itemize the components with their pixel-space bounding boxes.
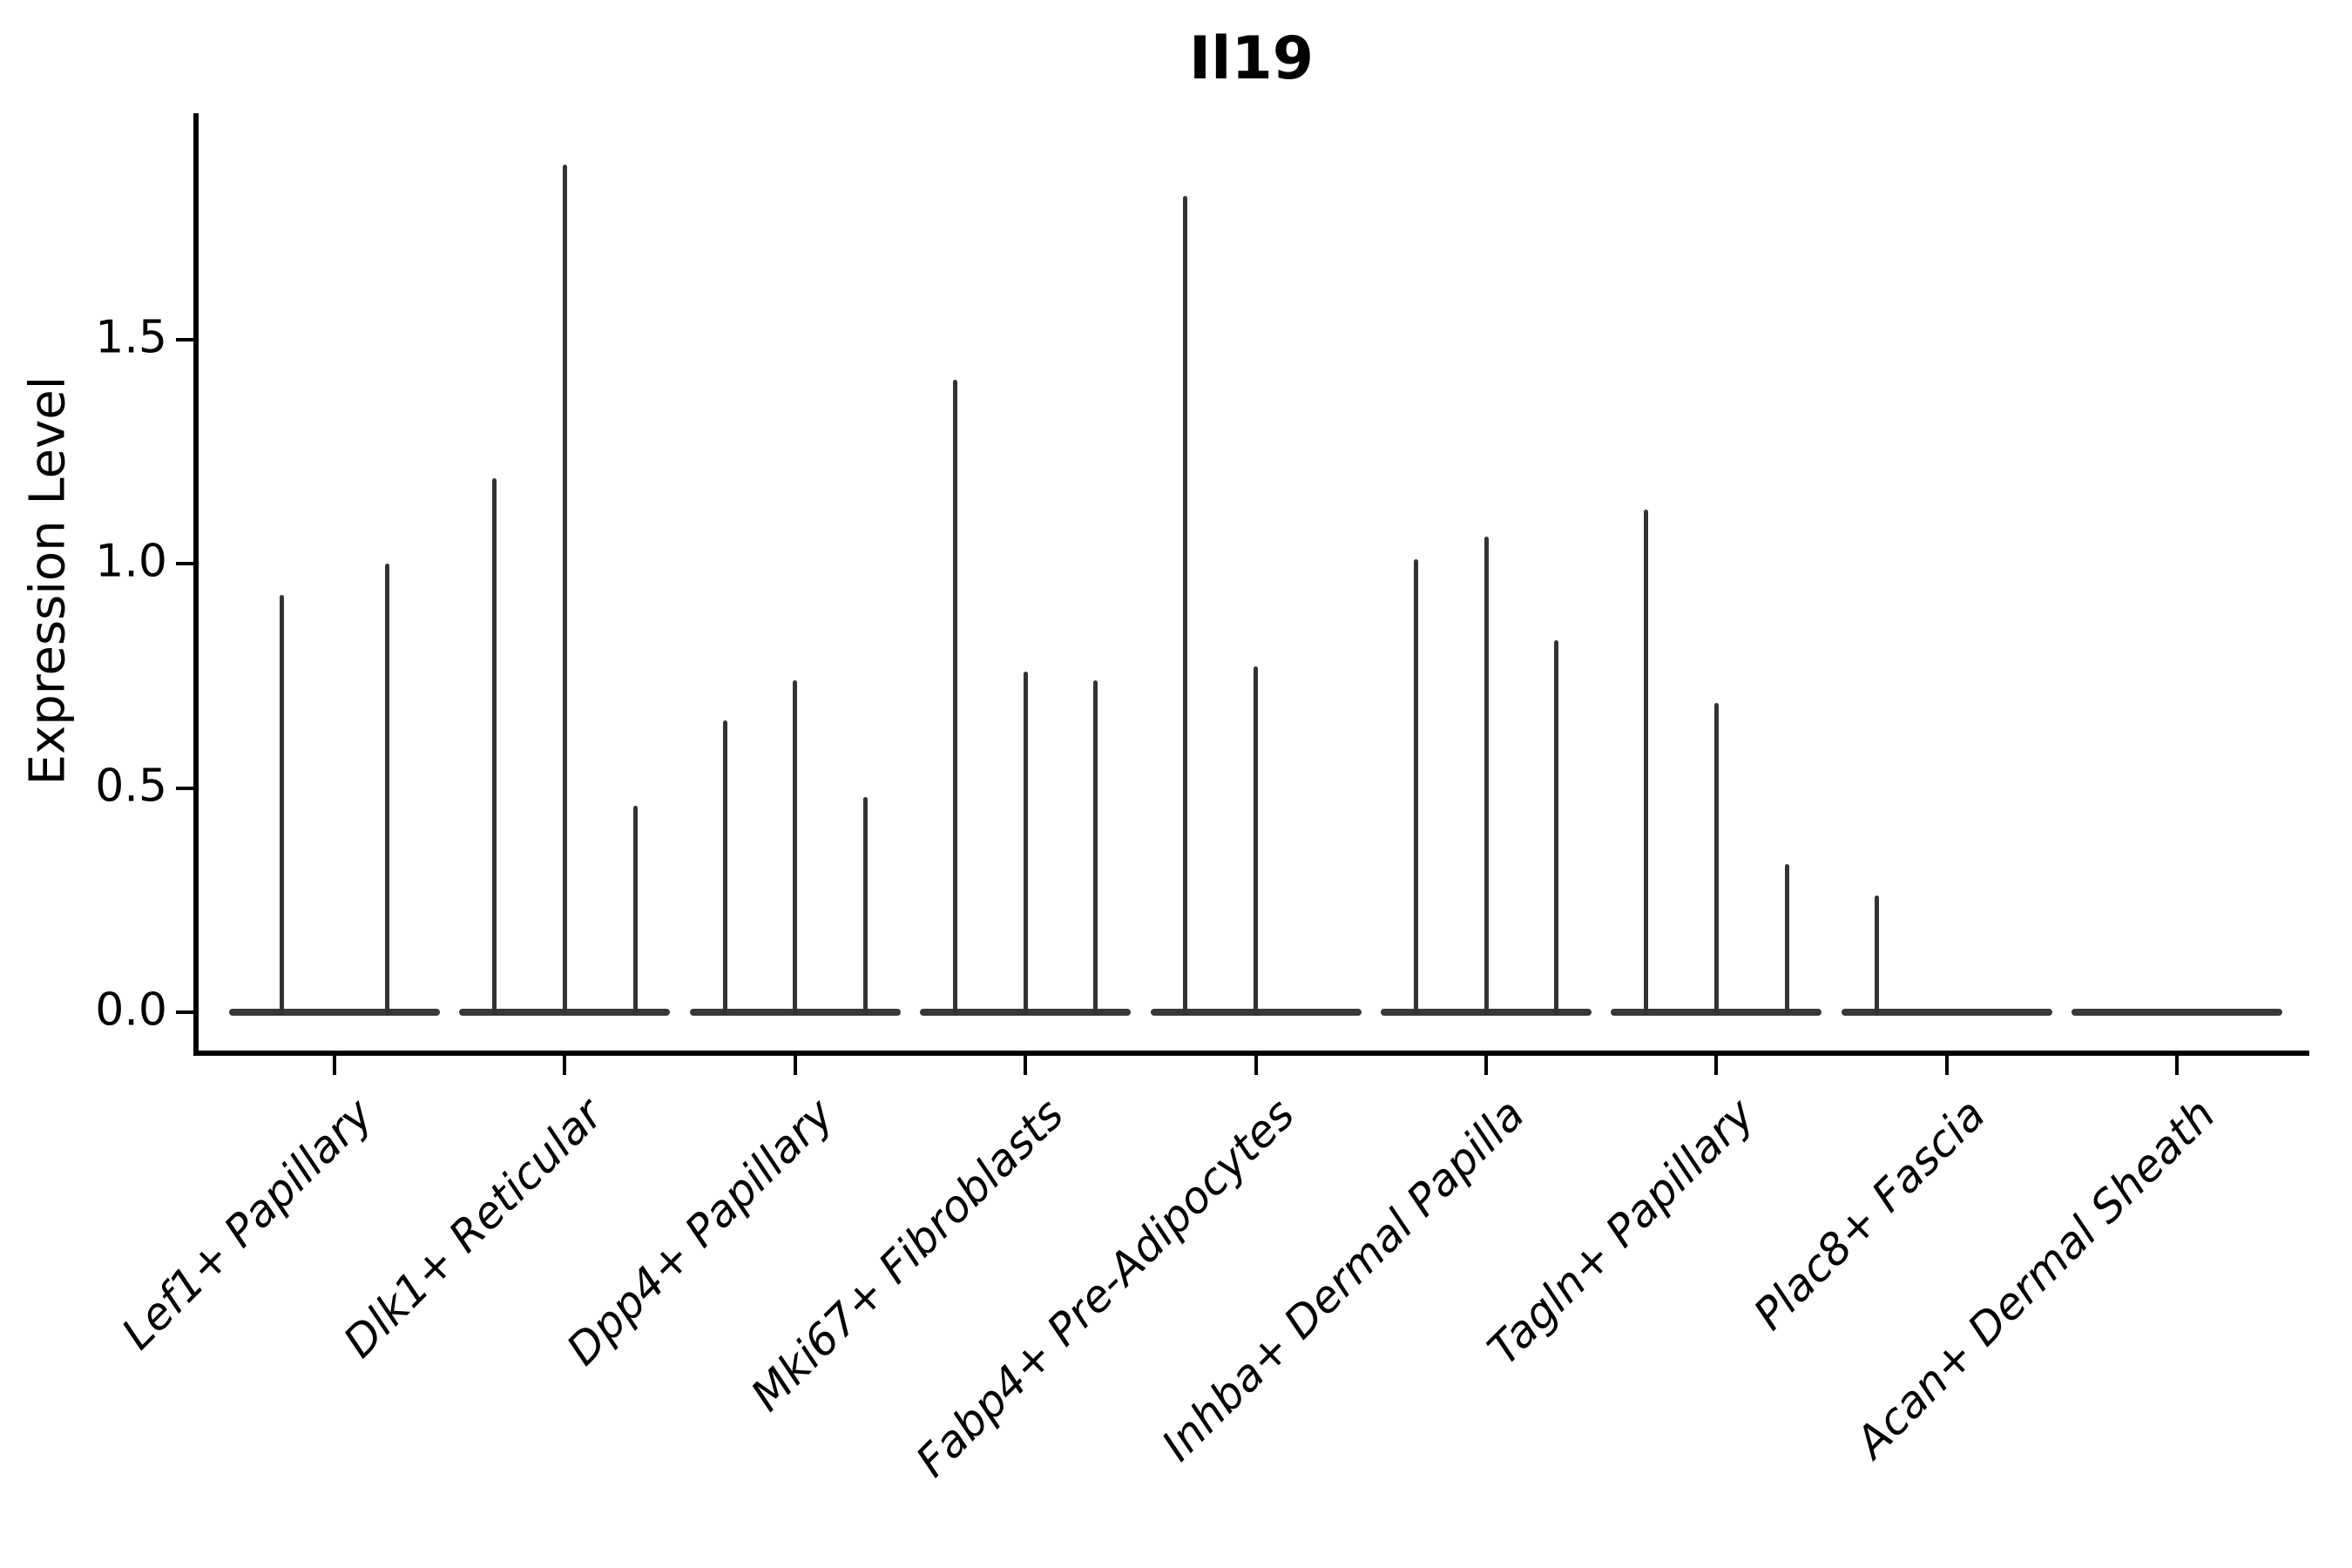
violin-spike xyxy=(1254,666,1259,1016)
violin-spike xyxy=(863,796,868,1016)
violin-spike xyxy=(1784,864,1789,1016)
x-axis-spine xyxy=(193,1051,2309,1056)
x-tick-mark xyxy=(1254,1056,1258,1075)
violin-spike xyxy=(562,164,567,1016)
violin-spike xyxy=(1093,679,1098,1016)
violin-spike xyxy=(632,806,638,1016)
y-tick-mark xyxy=(176,1010,193,1014)
y-tick-mark xyxy=(176,562,193,565)
violin-spike xyxy=(1554,639,1559,1016)
y-tick-label: 0.0 xyxy=(95,983,167,1037)
x-tick-label: Plac8+ Fascia xyxy=(1743,1089,1995,1340)
chart-title: Il19 xyxy=(1188,24,1315,93)
x-tick-mark xyxy=(1944,1056,1949,1075)
x-tick-mark xyxy=(563,1056,567,1075)
y-tick-label: 0.5 xyxy=(95,760,167,813)
x-tick-label: Tagln+ Papillary xyxy=(1478,1089,1765,1375)
x-tick-mark xyxy=(333,1056,336,1075)
x-tick-mark xyxy=(1024,1056,1028,1075)
x-tick-label: Dlk1+ Reticular xyxy=(334,1089,613,1368)
violin-baseline xyxy=(2072,1009,2283,1016)
x-tick-label: Mki67+ Fibroblasts xyxy=(741,1089,1074,1422)
violin-spike xyxy=(1874,896,1879,1016)
y-tick-mark xyxy=(176,337,193,341)
violin-spike xyxy=(1183,195,1188,1016)
y-tick-label: 1.5 xyxy=(95,311,167,364)
y-tick-label: 1.0 xyxy=(95,535,167,588)
violin-spike xyxy=(1713,702,1719,1016)
violin-spike xyxy=(280,595,284,1016)
x-tick-label: Acan+ Dermal Sheath xyxy=(1846,1089,2226,1468)
x-tick-mark xyxy=(793,1056,797,1075)
violin-spike xyxy=(1413,558,1418,1016)
violin-spike xyxy=(1644,510,1649,1016)
violin-baseline xyxy=(229,1009,440,1016)
x-tick-label: Dpp4+ Papillary xyxy=(557,1089,843,1375)
violin-spike xyxy=(385,564,389,1016)
violin-spike xyxy=(722,720,727,1016)
violin-spike xyxy=(1484,537,1489,1016)
x-tick-label: Inhba+ Dermal Papilla xyxy=(1152,1089,1535,1471)
x-tick-label: Fabp4+ Pre-Adipocytes xyxy=(906,1089,1304,1487)
y-tick-mark xyxy=(176,786,193,790)
violin-spike xyxy=(953,379,957,1016)
violin-baseline xyxy=(1841,1009,2052,1016)
violin-spike xyxy=(793,679,798,1016)
violin-spike xyxy=(492,478,497,1016)
violin-spike xyxy=(1023,671,1028,1016)
x-tick-mark xyxy=(1714,1056,1719,1075)
y-axis-spine xyxy=(193,113,199,1056)
x-tick-mark xyxy=(2175,1056,2180,1075)
x-tick-mark xyxy=(1484,1056,1488,1075)
